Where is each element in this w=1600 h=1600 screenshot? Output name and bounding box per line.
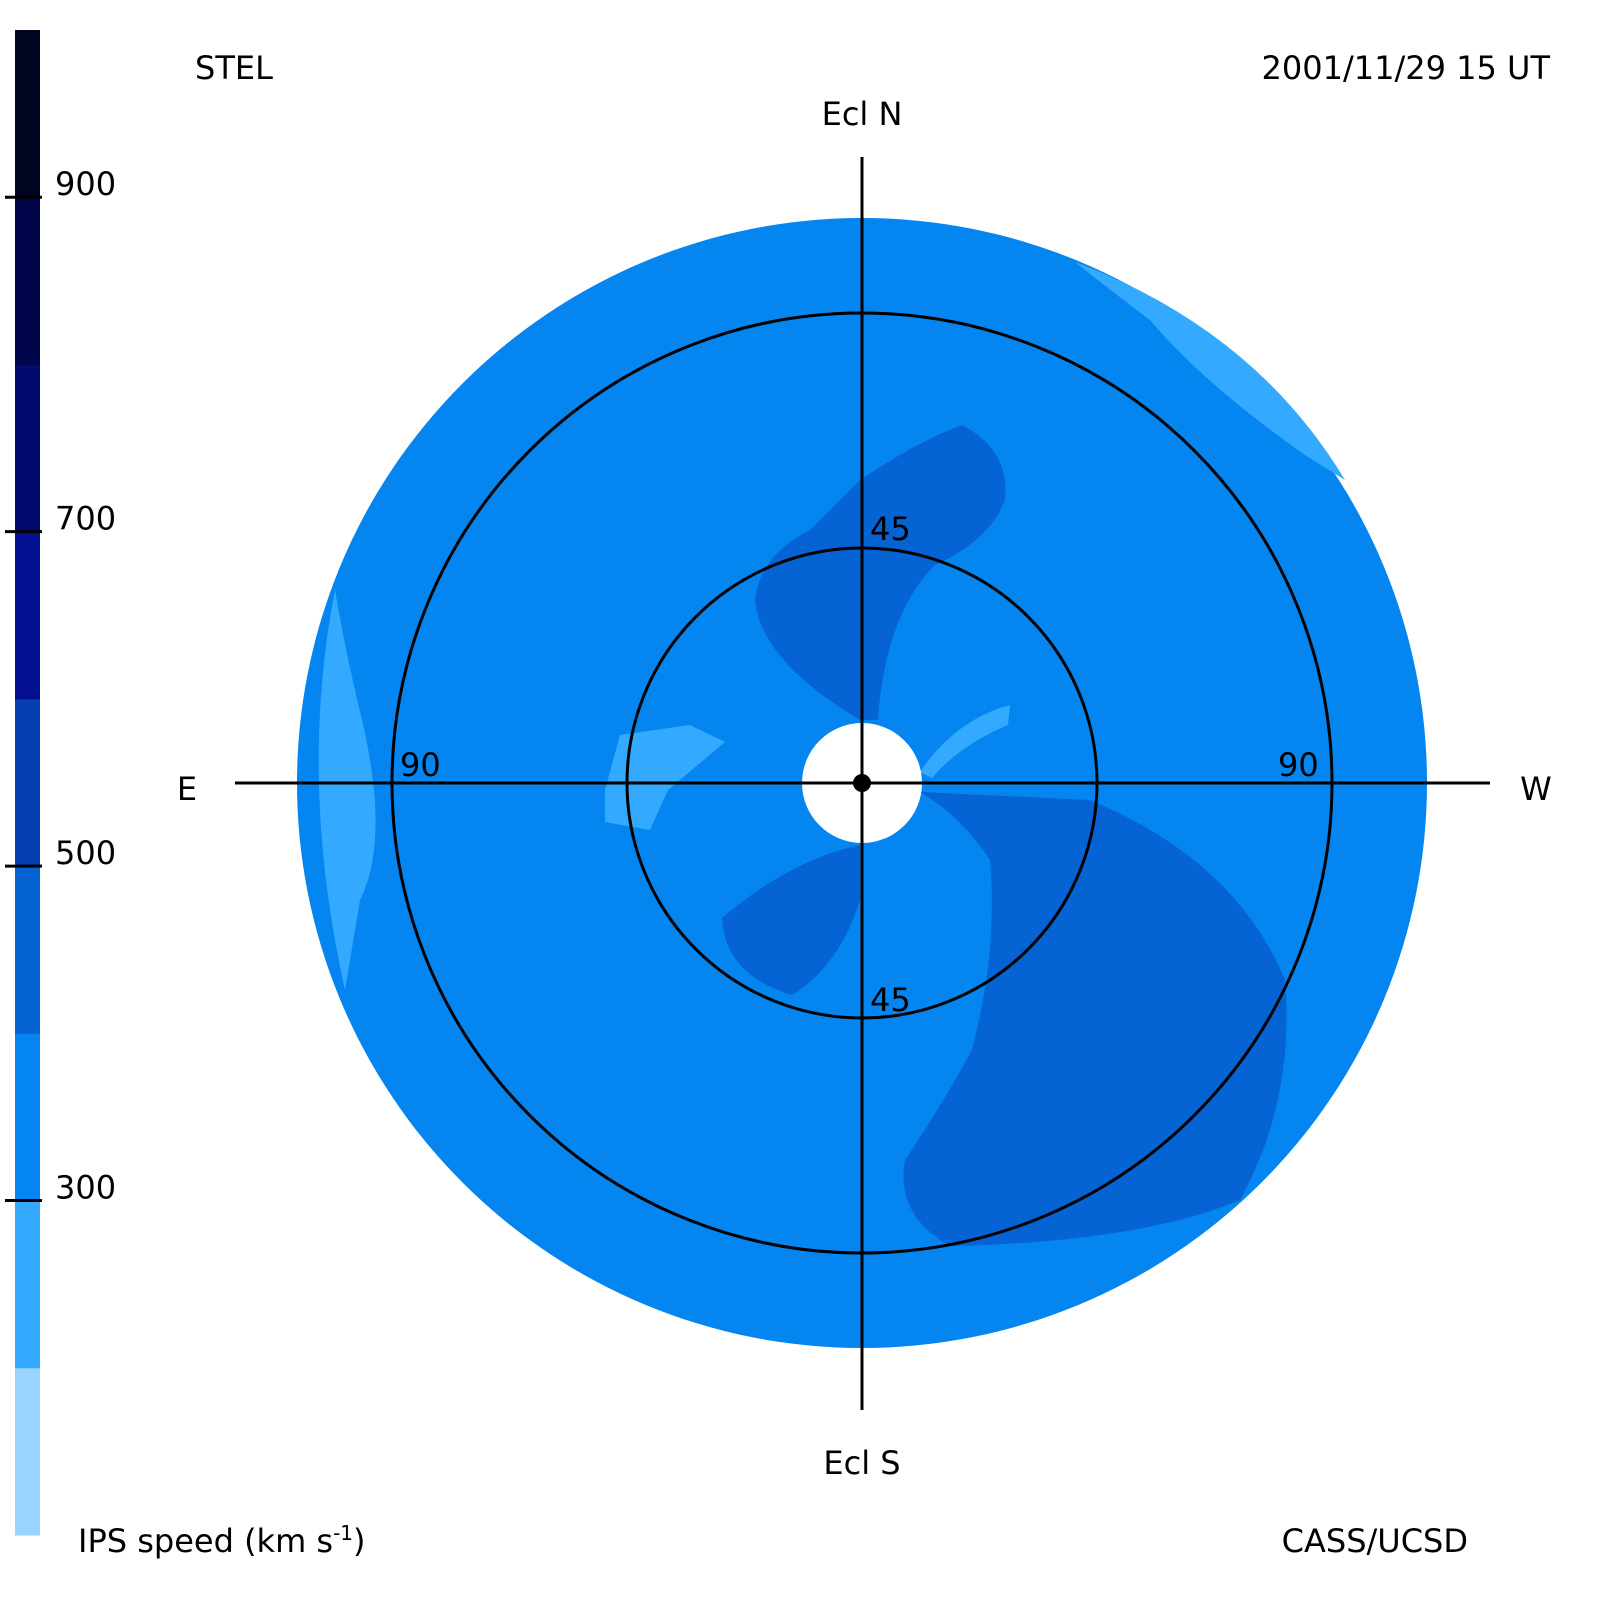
colorbar-band	[15, 364, 40, 533]
colorbar-band	[15, 197, 40, 365]
colorbar-band	[15, 1367, 40, 1536]
slow-region	[1075, 262, 1345, 480]
colorbar-tick-label: 300	[55, 1169, 116, 1207]
slow-region	[920, 705, 1010, 778]
colorbar-band	[15, 531, 40, 700]
timestamp: 2001/11/29 15 UT	[1262, 49, 1551, 87]
sun-center	[853, 774, 871, 792]
colorbar-label: IPS speed (km s-1)	[78, 1521, 366, 1560]
slow-region	[318, 590, 376, 990]
colorbar-tick-label: 500	[55, 834, 116, 872]
direction-label: Ecl S	[823, 1444, 900, 1482]
colorbar-band	[15, 1033, 40, 1202]
fast-region	[755, 425, 1006, 720]
fast-region	[722, 845, 860, 995]
colorbar-band	[15, 30, 40, 198]
direction-label: W	[1520, 770, 1552, 808]
colorbar-tick-label: 700	[55, 500, 116, 538]
colorbar: 300 500 700 900	[5, 30, 116, 1536]
colorbar-tick-label: 900	[55, 165, 116, 203]
ring-label: 90	[400, 746, 441, 784]
label-part: IPS speed (km s	[78, 1522, 333, 1560]
colorbar-band	[15, 866, 40, 1034]
direction-label: E	[177, 770, 197, 808]
ring-label: 45	[870, 510, 911, 548]
fast-region	[903, 792, 1287, 1246]
colorbar-band	[15, 698, 40, 867]
credit: CASS/UCSD	[1282, 1522, 1468, 1560]
slow-region	[605, 725, 725, 830]
ring-label: 90	[1278, 746, 1319, 784]
colorbar-band	[15, 1200, 40, 1369]
label-part: -1	[333, 1521, 353, 1545]
label-part: )	[353, 1522, 365, 1560]
observatory: STEL	[195, 49, 273, 87]
ring-label: 45	[870, 981, 911, 1019]
direction-label: Ecl N	[822, 95, 903, 133]
